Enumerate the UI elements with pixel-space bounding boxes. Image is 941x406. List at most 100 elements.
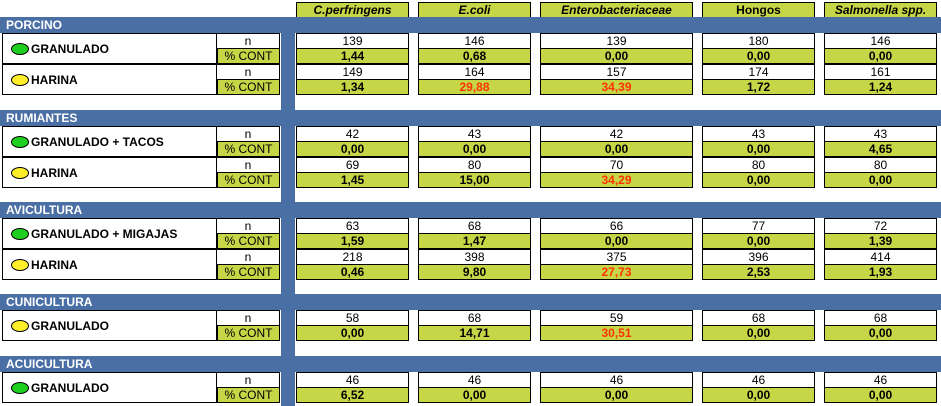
pct-value-cell: 0,00 xyxy=(824,172,937,188)
n-value-cell: 46 xyxy=(296,372,409,388)
n-value-cell: 139 xyxy=(540,33,693,49)
metric-pct-label: % CONT xyxy=(217,264,280,280)
metric-n-label: n xyxy=(217,157,280,173)
pct-value-cell: 0,00 xyxy=(540,48,693,64)
row-label: HARINA xyxy=(2,157,217,188)
n-value-cell: 398 xyxy=(418,249,531,265)
column-header: Salmonella spp. xyxy=(824,2,937,18)
pct-value-cell: 34,39 xyxy=(540,79,693,95)
n-value-cell: 46 xyxy=(540,372,693,388)
pct-value-cell: 1,34 xyxy=(296,79,409,95)
row-label-text: HARINA xyxy=(31,165,78,180)
pct-value-cell: 1,44 xyxy=(296,48,409,64)
n-value-cell: 414 xyxy=(824,249,937,265)
n-value-cell: 59 xyxy=(540,310,693,326)
n-value-cell: 146 xyxy=(418,33,531,49)
pct-value-cell: 2,53 xyxy=(702,264,815,280)
yellow-circle-icon xyxy=(11,319,29,332)
n-value-cell: 58 xyxy=(296,310,409,326)
n-value-cell: 68 xyxy=(702,310,815,326)
pct-value-cell: 0,00 xyxy=(418,141,531,157)
metric-pct-label: % CONT xyxy=(217,172,280,188)
row-label: HARINA xyxy=(2,249,217,280)
n-value-cell: 68 xyxy=(418,218,531,234)
pct-value-cell: 14,71 xyxy=(418,325,531,341)
pct-value-cell: 29,88 xyxy=(418,79,531,95)
n-value-cell: 68 xyxy=(824,310,937,326)
pct-value-cell: 30,51 xyxy=(540,325,693,341)
n-value-cell: 174 xyxy=(702,64,815,80)
section-title: CUNICULTURA xyxy=(0,294,941,310)
metric-n-label: n xyxy=(217,33,280,49)
metric-n-label: n xyxy=(217,310,280,326)
n-value-cell: 70 xyxy=(540,157,693,173)
row-label-text: HARINA xyxy=(31,257,78,272)
pct-value-cell: 0,68 xyxy=(418,48,531,64)
n-value-cell: 80 xyxy=(824,157,937,173)
row-label: GRANULADO xyxy=(2,33,217,64)
metric-n-label: n xyxy=(217,249,280,265)
pct-value-cell: 0,00 xyxy=(824,48,937,64)
row-label-text: GRANULADO + MIGAJAS xyxy=(31,226,178,241)
pct-value-cell: 9,80 xyxy=(418,264,531,280)
n-value-cell: 42 xyxy=(540,126,693,142)
column-header: Enterobacteriaceae xyxy=(540,2,693,18)
metric-pct-label: % CONT xyxy=(217,325,280,341)
pct-value-cell: 15,00 xyxy=(418,172,531,188)
pct-value-cell: 1,39 xyxy=(824,233,937,249)
n-value-cell: 80 xyxy=(702,157,815,173)
row-label-text: GRANULADO xyxy=(31,380,109,395)
pct-value-cell: 1,93 xyxy=(824,264,937,280)
yellow-circle-icon xyxy=(11,73,29,86)
n-value-cell: 180 xyxy=(702,33,815,49)
section-title: PORCINO xyxy=(0,17,941,33)
green-circle-icon xyxy=(11,227,29,240)
row-label-text: GRANULADO xyxy=(31,318,109,333)
n-value-cell: 77 xyxy=(702,218,815,234)
pct-value-cell: 1,24 xyxy=(824,79,937,95)
pct-value-cell: 0,46 xyxy=(296,264,409,280)
row-label: HARINA xyxy=(2,64,217,95)
row-label: GRANULADO + TACOS xyxy=(2,126,217,157)
column-header: E.coli xyxy=(418,2,531,18)
pct-value-cell: 1,47 xyxy=(418,233,531,249)
pct-value-cell: 0,00 xyxy=(296,141,409,157)
green-circle-icon xyxy=(11,135,29,148)
n-value-cell: 157 xyxy=(540,64,693,80)
metric-n-label: n xyxy=(217,218,280,234)
n-value-cell: 139 xyxy=(296,33,409,49)
n-value-cell: 218 xyxy=(296,249,409,265)
pct-value-cell: 0,00 xyxy=(540,387,693,403)
n-value-cell: 80 xyxy=(418,157,531,173)
pct-value-cell: 1,45 xyxy=(296,172,409,188)
pct-value-cell: 0,00 xyxy=(702,387,815,403)
pct-value-cell: 6,52 xyxy=(296,387,409,403)
n-value-cell: 161 xyxy=(824,64,937,80)
section-title: AVICULTURA xyxy=(0,202,941,218)
row-label-text: GRANULADO xyxy=(31,41,109,56)
pct-value-cell: 1,59 xyxy=(296,233,409,249)
pct-value-cell: 27,73 xyxy=(540,264,693,280)
pct-value-cell: 0,00 xyxy=(702,233,815,249)
n-value-cell: 46 xyxy=(702,372,815,388)
n-value-cell: 69 xyxy=(296,157,409,173)
n-value-cell: 43 xyxy=(824,126,937,142)
pct-value-cell: 0,00 xyxy=(702,325,815,341)
pct-value-cell: 0,00 xyxy=(702,172,815,188)
n-value-cell: 63 xyxy=(296,218,409,234)
metric-pct-label: % CONT xyxy=(217,48,280,64)
column-header: Hongos xyxy=(702,2,815,18)
pct-value-cell: 0,00 xyxy=(702,141,815,157)
section-title: RUMIANTES xyxy=(0,110,941,126)
column-header: C.perfringens xyxy=(296,2,409,18)
pct-value-cell: 0,00 xyxy=(702,48,815,64)
metric-pct-label: % CONT xyxy=(217,79,280,95)
n-value-cell: 46 xyxy=(418,372,531,388)
metric-n-label: n xyxy=(217,126,280,142)
metric-pct-label: % CONT xyxy=(217,233,280,249)
yellow-circle-icon xyxy=(11,166,29,179)
row-label: GRANULADO + MIGAJAS xyxy=(2,218,217,249)
pct-value-cell: 0,00 xyxy=(824,387,937,403)
metric-n-label: n xyxy=(217,64,280,80)
row-label-text: HARINA xyxy=(31,72,78,87)
